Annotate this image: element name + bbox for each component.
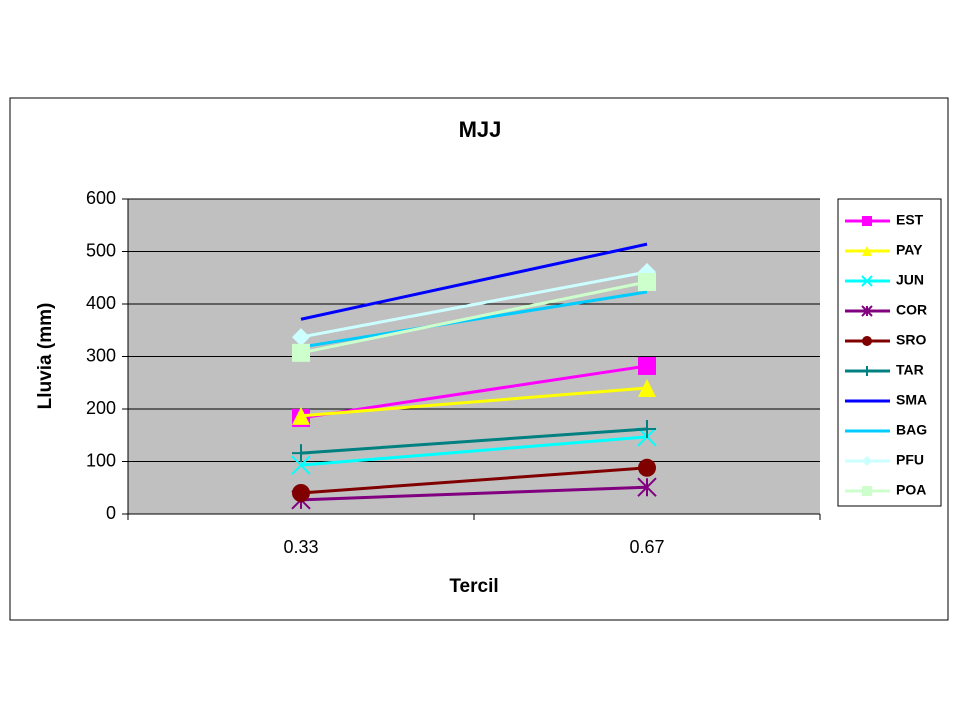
legend-label: COR: [896, 302, 927, 318]
legend-marker: [862, 366, 872, 376]
legend-marker: [862, 486, 872, 496]
legend-label: JUN: [896, 272, 924, 288]
x-axis-label: Tercil: [449, 576, 498, 597]
series-line: [300, 386, 648, 418]
legend-marker: [862, 216, 872, 226]
chart-title: MJJ: [459, 117, 502, 142]
y-tick-label: 100: [86, 450, 116, 470]
y-tick-label: 300: [86, 345, 116, 365]
series-line: [300, 290, 648, 349]
x-tick-label: 0.33: [283, 537, 318, 557]
y-axis-label: Lluvia (mm): [35, 303, 56, 410]
data-point: [637, 477, 657, 497]
y-tick-label: 200: [86, 398, 116, 418]
data-point: [292, 484, 310, 502]
legend-marker: [861, 305, 873, 317]
series-line: [300, 242, 648, 321]
data-point: [638, 356, 656, 375]
data-point: [638, 379, 656, 397]
legend-label: POA: [896, 482, 926, 498]
legend-label: SRO: [896, 332, 926, 348]
legend-label: SMA: [896, 392, 927, 408]
legend-label: PAY: [896, 242, 923, 258]
legend-marker: [862, 456, 872, 466]
legend-marker: [862, 336, 872, 346]
data-point: [638, 419, 656, 438]
series-line: [300, 427, 648, 455]
legend-label: TAR: [896, 362, 924, 378]
legend-label: BAG: [896, 422, 927, 438]
legend-label: PFU: [896, 452, 924, 468]
legend-marker: [861, 275, 873, 287]
series-line: [300, 485, 648, 502]
y-tick-label: 500: [86, 240, 116, 260]
data-point: [638, 272, 656, 291]
data-point: [292, 328, 310, 347]
series-line: [300, 435, 648, 467]
data-point: [292, 444, 310, 463]
series-line: [300, 364, 648, 420]
y-tick-label: 400: [86, 293, 116, 313]
x-tick-label: 0.67: [629, 537, 664, 557]
legend-label: EST: [896, 212, 924, 228]
data-point: [638, 458, 656, 477]
data-point: [292, 343, 310, 362]
series-line: [300, 466, 648, 495]
data-point: [291, 455, 311, 475]
data-point: [292, 406, 310, 425]
y-tick-label: 0: [106, 503, 116, 523]
y-tick-label: 600: [86, 188, 116, 208]
series-line: [300, 280, 648, 355]
series-line: [300, 270, 648, 339]
legend-marker: [862, 246, 872, 256]
